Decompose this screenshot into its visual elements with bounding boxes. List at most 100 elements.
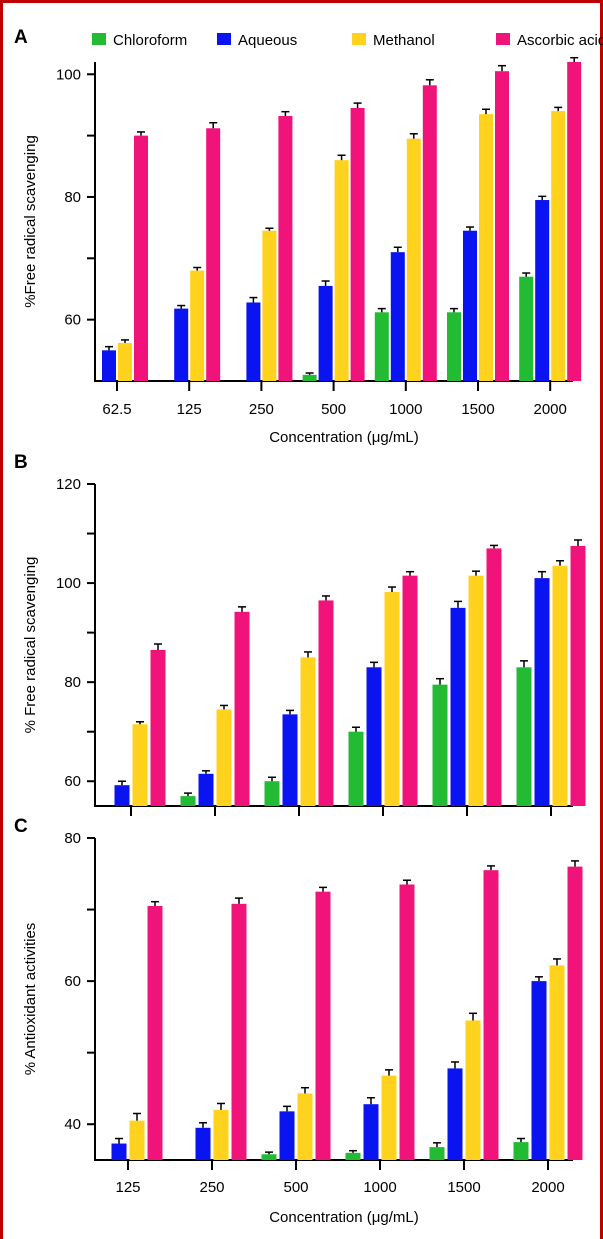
bar-methanol [479,114,493,382]
bar-aqueous [195,1127,211,1160]
panel-letter-b: B [14,452,28,473]
bar-ascorbic-acid [278,115,293,381]
bar-aqueous [279,1111,295,1160]
chart-panel-a: A 60 80 100 %Free radical scavenging 62.5 125 2… [14,27,582,446]
bar-ascorbic-acid [231,903,247,1160]
chart-panel-c: C 40 60 80 % Antioxidant activities 125 250 500… [14,816,583,1226]
legend-label-1: Chloroform [113,32,187,49]
bar-methanol [190,270,205,381]
bar-methanol [300,657,316,806]
bar-methanol [551,111,566,382]
y-tick-label: 120 [56,476,81,493]
legend-swatch-3 [352,33,366,45]
bar-chloroform [348,731,364,806]
bar-ascorbic-acid [399,884,415,1160]
bar-ascorbic-acid [134,135,148,381]
bar-aqueous [114,785,130,806]
chart-panel-b: B 60 80 100 120 % Free radical scavenging [14,452,586,816]
bar-ascorbic-acid [150,649,166,806]
legend-swatch-4 [496,33,510,45]
bar-aqueous [534,578,550,806]
bar-aqueous [318,285,333,381]
bar-ascorbic-acid [318,600,334,806]
bar-ascorbic-acid [495,71,509,382]
bar-chloroform [261,1154,277,1160]
y-tick-label: 60 [64,312,81,329]
y-tick-label: 60 [64,773,81,790]
bar-ascorbic-acid [350,108,365,381]
x-tick-label: 2000 [534,401,567,418]
bar-chloroform [432,684,448,806]
bar-methanol [262,230,277,381]
bar-ascorbic-acid [234,611,250,806]
x-tick-label: 1000 [389,401,422,418]
bar-methanol [552,565,568,806]
bar-methanol [465,1020,481,1160]
x-tick-label: 500 [283,1179,308,1196]
x-tick-label: 250 [249,401,274,418]
bar-chloroform [264,781,280,806]
bar-ascorbic-acid [570,545,586,806]
y-tick-label: 100 [56,575,81,592]
bar-ascorbic-acid [147,905,163,1160]
legend-label-3: Methanol [373,32,435,49]
y-axis-label: % Antioxidant activities [22,923,39,1076]
x-tick-label: 250 [199,1179,224,1196]
bar-ascorbic-acid [402,575,418,806]
bar-chloroform [374,312,389,381]
bar-chloroform [302,374,317,381]
bar-ascorbic-acid [567,62,582,381]
bar-ascorbic-acid [567,866,583,1160]
x-tick-label: 1500 [461,401,494,418]
bar-aqueous [102,350,116,381]
bar-methanol [406,138,421,381]
x-tick-label: 500 [321,401,346,418]
bar-ascorbic-acid [315,891,331,1160]
bar-methanol [334,160,349,381]
bar-ascorbic-acid [206,128,221,381]
bar-chloroform [429,1147,445,1160]
bar-methanol [118,342,132,381]
bar-ascorbic-acid [483,870,499,1160]
bar-methanol [549,965,565,1160]
legend-swatch-2 [217,33,231,45]
bar-aqueous [174,308,189,381]
x-tick-label: 2000 [531,1179,564,1196]
legend-label-4: Ascorbic acid [517,32,603,49]
bar-aqueous [390,252,405,381]
bar-methanol [213,1109,229,1160]
bar-methanol [468,575,484,806]
x-tick-label: 62.5 [102,401,131,418]
bar-chloroform [516,667,532,806]
y-tick-label: 80 [64,830,81,847]
bar-aqueous [463,230,477,381]
y-tick-label: 60 [64,973,81,990]
bar-chloroform [519,276,534,381]
bar-chloroform [180,796,196,806]
bar-aqueous [363,1104,379,1160]
bar-chloroform [447,312,461,381]
bar-ascorbic-acid [486,548,502,806]
y-tick-label: 80 [64,674,81,691]
bar-methanol [216,709,232,806]
y-tick-label: 80 [64,189,81,206]
y-tick-label: 100 [56,66,81,83]
bar-aqueous [282,714,298,806]
bar-methanol [297,1093,313,1160]
legend: Chloroform Aqueous Methanol Ascorbic acid [92,32,603,49]
y-tick-label: 40 [64,1116,81,1133]
bar-ascorbic-acid [422,85,437,382]
x-tick-label: 1500 [447,1179,480,1196]
bar-aqueous [366,667,382,806]
bar-aqueous [450,607,466,806]
bar-chloroform [513,1142,529,1160]
bar-aqueous [535,200,550,381]
bar-methanol [384,591,400,806]
bar-aqueous [198,773,214,806]
bar-methanol [132,724,148,806]
bar-methanol [129,1120,145,1160]
x-axis-label: Concentration (μg/mL) [269,429,419,446]
legend-label-2: Aqueous [238,32,297,49]
bar-chloroform [345,1152,361,1160]
